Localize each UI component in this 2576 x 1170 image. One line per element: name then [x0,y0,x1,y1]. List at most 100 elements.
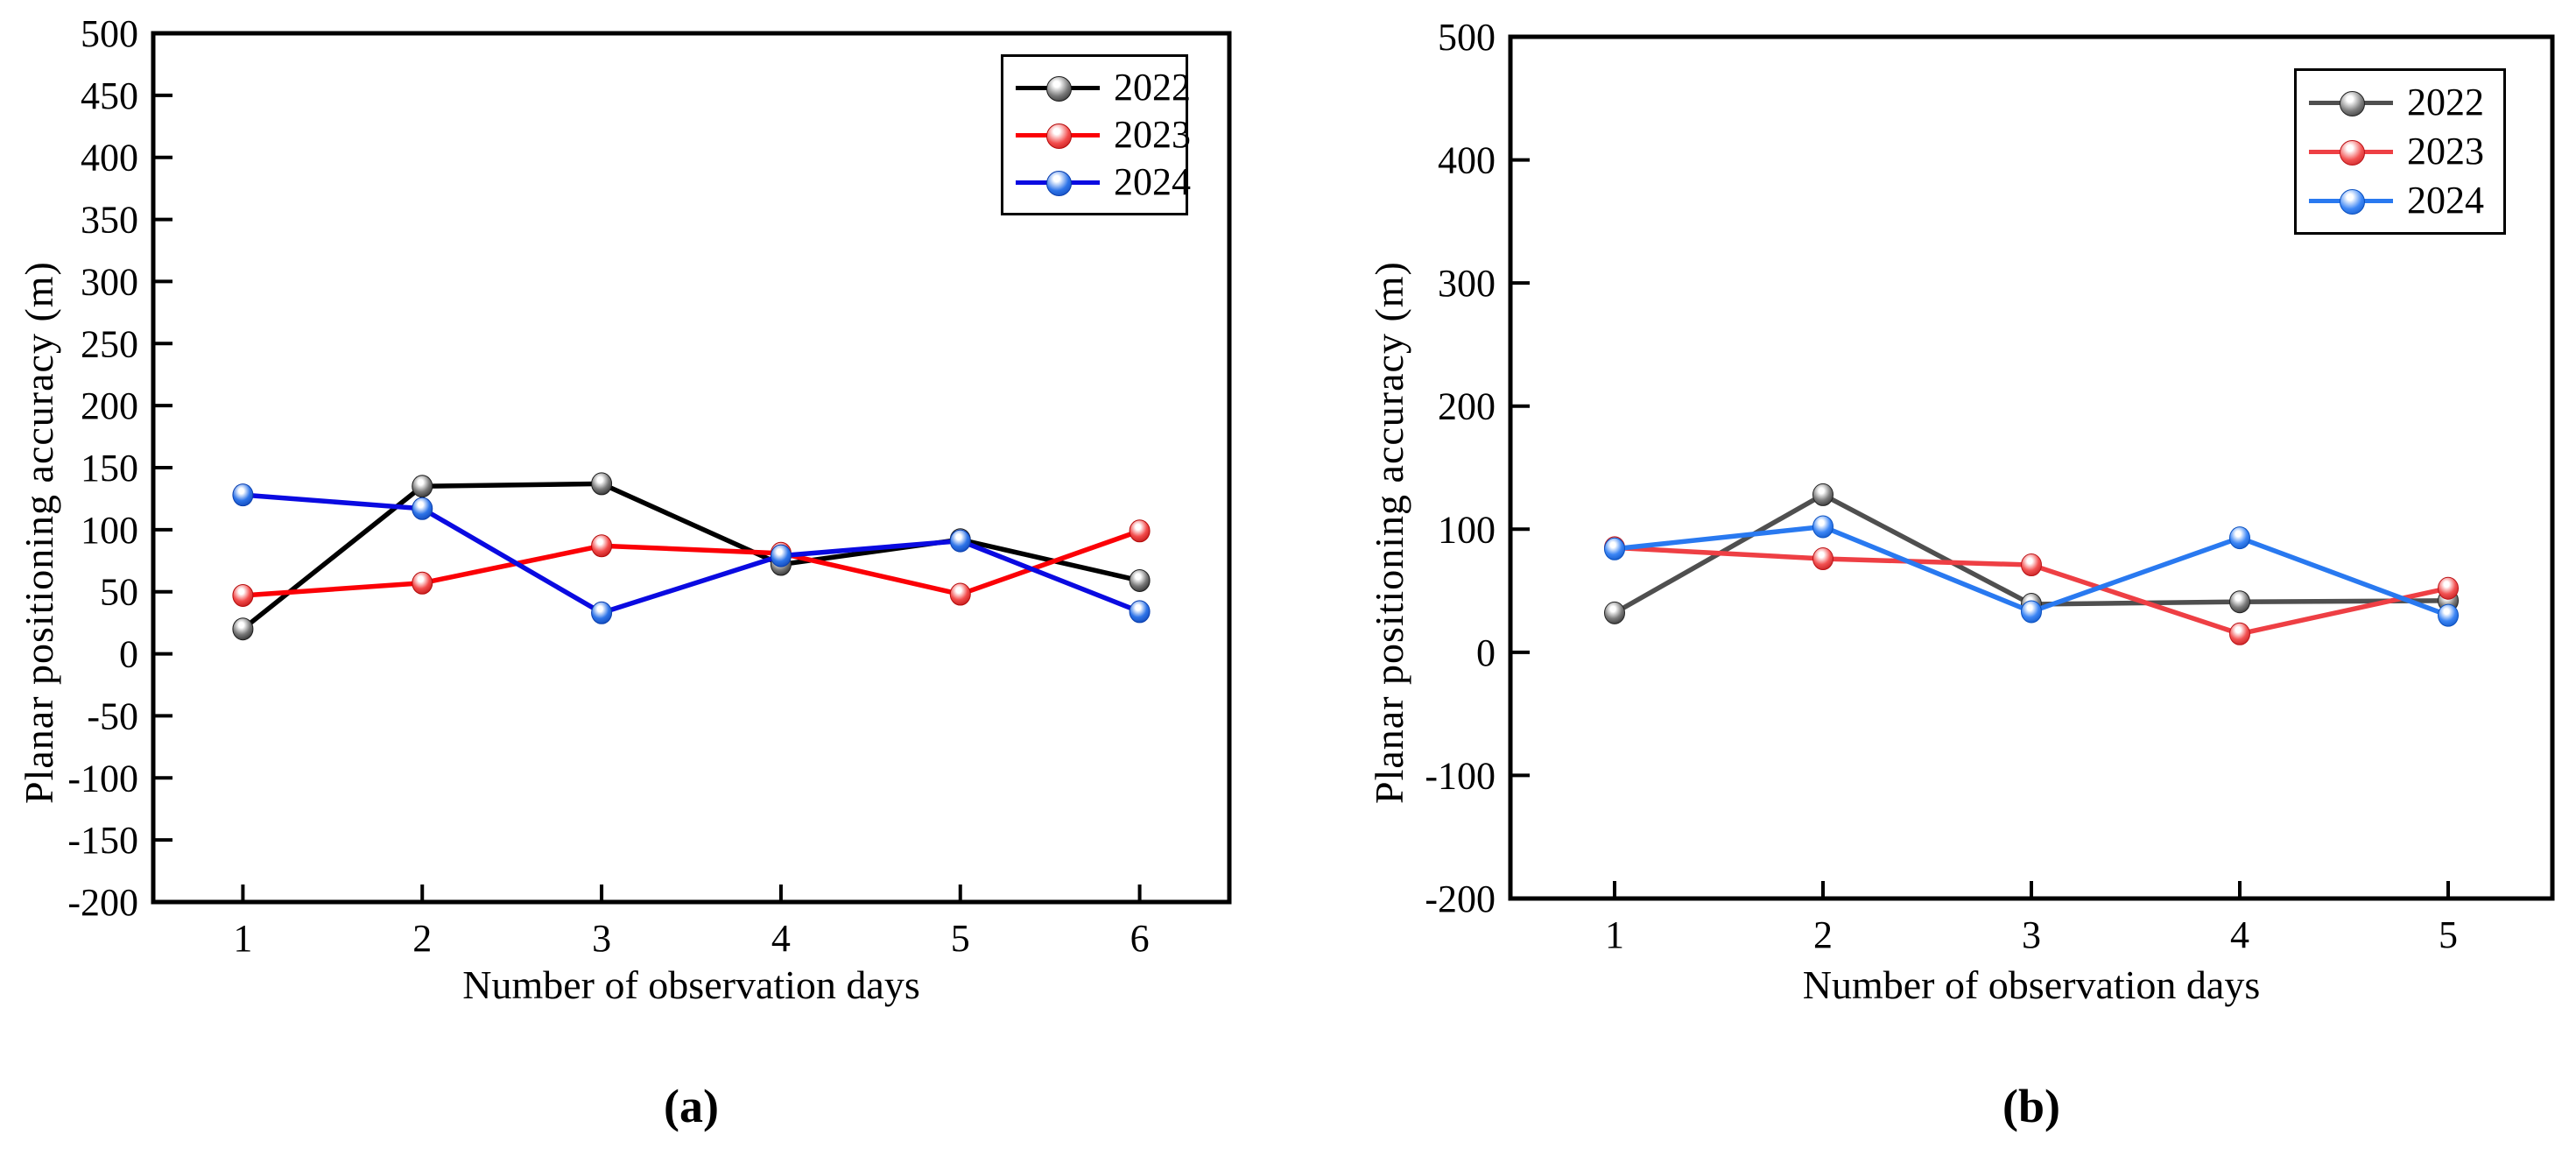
y-tick-label: 200 [1438,385,1496,428]
panel-b-x-axis-label: Number of observation days [1802,962,2261,1007]
y-tick-label: -100 [1425,754,1496,797]
series-2024-marker [2438,603,2459,627]
series-2022-marker [591,472,613,496]
series-2023-marker [2438,576,2459,600]
series-2024-marker [1812,515,1833,539]
series-2022-marker-icon [2340,90,2365,116]
series-2023-marker-icon [1046,123,1072,149]
series-2023-line-sample-icon [2309,139,2393,166]
series-2023-marker [591,534,613,558]
legend-entry-2022: 2022 [2309,83,2491,122]
series-2023-marker [232,583,254,607]
y-tick-label: 50 [100,571,138,614]
panel-b-axis-box [1508,34,2555,901]
legend-label: 2024 [2407,179,2484,222]
legend-label: 2022 [2407,81,2484,123]
x-tick-label: 5 [951,917,970,960]
series-2024-marker [1129,600,1151,624]
y-tick-label: -200 [67,881,138,924]
series-line-2024 [243,492,1141,616]
y-tick-label: 150 [81,447,138,490]
legend-entry-2024: 2024 [1016,163,1191,201]
series-2022-line-sample-icon [1016,75,1100,102]
y-tick-label: 400 [1438,139,1496,182]
series-2023-marker [2229,622,2250,645]
y-tick-label: 350 [81,199,138,242]
panel-a-caption: (a) [664,1080,719,1132]
y-tick-label: -150 [67,819,138,862]
x-tick-label: 3 [592,917,611,960]
series-2024-marker-icon [2340,188,2365,215]
series-line-2023 [243,528,1141,598]
panel-a-x-axis-label: Number of observation days [462,962,920,1007]
x-tick-label: 1 [1605,913,1624,956]
y-tick-label: 500 [1438,16,1496,59]
series-2024-marker-icon [1046,170,1072,196]
series-2023-marker [2021,553,2042,577]
series-2024-marker [412,497,433,520]
panel-b-plot: 500 400 300 200 100 0 -100 -200 1 2 3 4 5 [1425,16,2555,956]
x-tick-label: 5 [2439,913,2458,956]
panel-b-caption: (b) [2002,1080,2060,1132]
x-tick-label: 2 [1813,913,1833,956]
series-2023-marker [412,571,433,595]
x-tick-label: 3 [2022,913,2041,956]
series-2024-marker [2021,600,2042,624]
series-2023-line-sample-icon [1016,123,1100,149]
legend-label: 2023 [1114,113,1191,156]
panel-b-y-axis-label: Planar positioning accuracy (m) [1367,261,1411,804]
panel-a-axis-box [151,31,1232,905]
series-2022-marker [1129,568,1151,592]
y-tick-label: 400 [81,137,138,180]
legend-label: 2022 [1114,66,1191,109]
y-tick-label: 300 [1438,262,1496,305]
y-tick-label: 500 [81,12,138,55]
legend-label: 2023 [2407,130,2484,173]
series-2024-marker [770,544,792,567]
y-tick-label: 200 [81,384,138,427]
series-2024-line-sample-icon [1016,170,1100,196]
y-tick-label: 0 [119,633,138,676]
series-2022-line-sample-icon [2309,90,2393,116]
series-2022-marker [1812,483,1833,506]
panel-a-y-axis-label: Planar positioning accuracy (m) [17,261,61,804]
series-2024-marker [591,601,613,624]
panel-a-legend: 2022 2023 2024 [1001,54,1191,215]
y-tick-label: 100 [81,509,138,552]
series-2023-marker [949,582,971,606]
series-2022-marker [2229,590,2250,614]
series-2023-marker [1812,547,1833,571]
series-2022-marker [1604,601,1625,624]
legend-entry-2023: 2023 [1016,116,1191,154]
series-2024-marker [949,529,971,553]
series-2024-marker [2229,526,2250,550]
series-2022-marker-icon [1046,75,1072,102]
y-tick-label: 450 [81,74,138,117]
legend-entry-2024: 2024 [2309,181,2491,220]
y-tick-label: -50 [87,694,138,737]
panel-b-legend: 2022 2023 2024 [2294,68,2506,235]
series-2024-marker [1604,537,1625,560]
series-2024-marker [232,483,254,507]
legend-label: 2024 [1114,160,1191,203]
x-tick-label: 4 [2230,913,2249,956]
legend-entry-2022: 2022 [1016,68,1191,107]
y-tick-label: 300 [81,260,138,303]
y-tick-label: -100 [67,757,138,800]
y-tick-label: 250 [81,322,138,365]
y-tick-label: -200 [1425,878,1496,920]
series-2023-marker [1129,519,1151,543]
series-2022-marker [412,475,433,498]
x-tick-label: 4 [771,917,791,960]
legend-entry-2023: 2023 [2309,132,2491,171]
series-2023-marker-icon [2340,139,2365,166]
y-tick-label: 0 [1476,631,1496,674]
x-tick-label: 6 [1130,917,1150,960]
series-2022-marker [232,617,254,641]
x-tick-label: 1 [233,917,252,960]
x-tick-label: 2 [412,917,432,960]
y-tick-label: 100 [1438,508,1496,551]
series-line-2022 [241,481,1141,631]
